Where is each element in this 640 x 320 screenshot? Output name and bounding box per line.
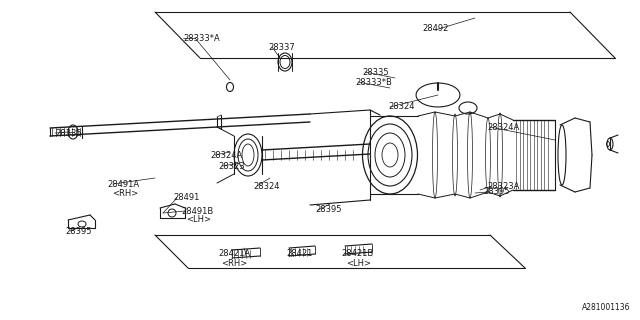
Text: 28421B: 28421B [341, 250, 373, 259]
Text: 28492: 28492 [422, 23, 449, 33]
Text: 28421A: 28421A [218, 250, 250, 259]
Text: 28324A: 28324A [487, 123, 519, 132]
Text: 28333*B: 28333*B [355, 77, 392, 86]
Text: <LH>: <LH> [346, 259, 371, 268]
Text: 28491B: 28491B [181, 206, 213, 215]
Text: 28323A: 28323A [487, 181, 520, 190]
Text: 28491A: 28491A [107, 180, 139, 188]
Text: 28324: 28324 [253, 181, 280, 190]
Text: <RH>: <RH> [221, 259, 247, 268]
Text: 28323: 28323 [218, 162, 244, 171]
Text: <LH>: <LH> [186, 215, 211, 225]
Text: <RH>: <RH> [112, 188, 138, 197]
Text: A281001136: A281001136 [582, 303, 630, 312]
Text: 28421: 28421 [286, 250, 312, 259]
Text: 28337: 28337 [268, 43, 295, 52]
Text: 28324: 28324 [388, 101, 415, 110]
Text: 28335: 28335 [362, 68, 388, 76]
Text: 28395: 28395 [65, 227, 92, 236]
Text: 28395: 28395 [483, 188, 509, 196]
Text: 28324A: 28324A [210, 150, 243, 159]
Text: 28395: 28395 [315, 205, 342, 214]
Text: 28491: 28491 [173, 194, 200, 203]
Text: 28335: 28335 [55, 129, 82, 138]
Text: 28333*A: 28333*A [183, 34, 220, 43]
